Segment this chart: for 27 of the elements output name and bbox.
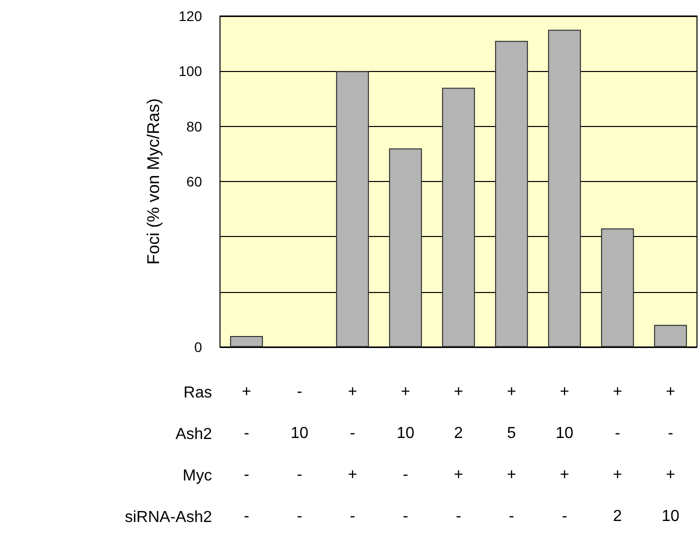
category-label: + - - - bbox=[242, 383, 252, 525]
y-tick-label: 0 bbox=[194, 339, 202, 355]
y-tick-label: 100 bbox=[178, 63, 202, 80]
bar bbox=[601, 228, 634, 347]
category-label: + 10 + - bbox=[556, 383, 574, 525]
bar bbox=[495, 40, 528, 347]
category-label: + - + 2 bbox=[612, 383, 622, 525]
text: siRNA-Ash2 bbox=[124, 509, 212, 526]
category-label: + - + 10 bbox=[662, 383, 680, 525]
category-label: + 10 - - bbox=[396, 383, 414, 525]
bar bbox=[389, 148, 422, 347]
text: Myc bbox=[182, 468, 212, 484]
text: Ras bbox=[184, 384, 212, 402]
bar bbox=[548, 30, 581, 347]
y-tick-label: 60 bbox=[186, 174, 202, 190]
category-label: + 5 + - bbox=[506, 383, 516, 525]
category-label: + 2 + - bbox=[454, 383, 464, 525]
bar bbox=[442, 88, 475, 347]
category-label: + - + - bbox=[348, 383, 358, 525]
y-tick-label: 120 bbox=[178, 8, 202, 24]
bar bbox=[230, 336, 263, 347]
text: Ash2 bbox=[176, 426, 212, 443]
bar bbox=[336, 71, 369, 347]
y-axis-title: Foci (% von Myc/Ras) bbox=[144, 98, 163, 265]
y-tick-label: 80 bbox=[186, 118, 202, 134]
category-label: - 10 - - bbox=[290, 383, 308, 525]
bar bbox=[654, 324, 687, 347]
